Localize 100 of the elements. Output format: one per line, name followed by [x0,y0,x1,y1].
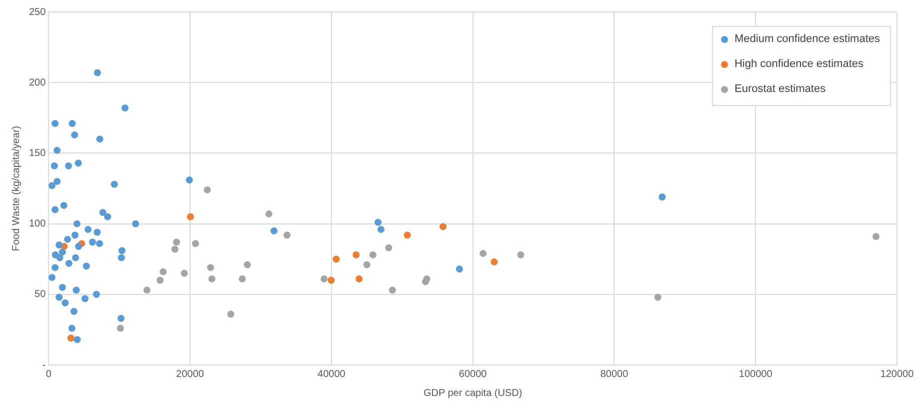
point [64,236,71,243]
point [82,295,89,302]
point [104,213,112,220]
point [54,178,61,185]
point [654,294,662,301]
point [244,261,251,268]
point [68,120,76,128]
point [67,334,74,342]
point [96,136,104,143]
point [356,275,363,282]
point [320,275,328,282]
point [456,265,463,272]
point [388,286,396,294]
point [75,242,82,250]
y-tick-label: 200 [28,77,46,88]
point [404,232,411,239]
point [54,146,61,154]
legend-label: Eurostat estimates [734,83,826,95]
point [238,275,246,282]
point [56,241,63,248]
point [52,264,59,272]
point [369,251,376,258]
point [480,250,487,257]
point [99,209,106,216]
point [872,233,880,240]
point [270,227,278,234]
point [422,278,429,286]
point [204,186,211,194]
point [84,226,92,233]
x-tick-label: 0 [46,368,52,380]
point [385,244,392,252]
point [208,275,216,282]
point [332,256,340,263]
y-tick-label: - [42,360,46,371]
x-tick-label: 60000 [458,368,488,380]
point [52,120,59,128]
point [52,206,59,214]
point [186,176,193,184]
point [118,254,125,262]
point [70,308,78,315]
point [440,223,447,230]
point [96,240,104,248]
point [118,247,126,254]
point [48,274,56,281]
y-tick-label: 150 [28,148,46,159]
point [156,276,164,284]
point [173,238,180,246]
x-axis-title: GDP per capita (USD) [423,388,522,399]
point [71,232,78,239]
point [72,286,80,294]
point [517,251,524,258]
point [658,193,666,200]
point [490,258,498,266]
point [56,254,64,262]
point [143,286,150,294]
point [62,299,69,306]
point [122,104,129,112]
point [227,310,234,318]
point [82,262,90,270]
point [73,220,80,228]
x-tick-label: 80000 [600,368,629,380]
y-tick-label: 250 [28,6,46,18]
x-tick-label: 40000 [318,368,346,380]
point [180,270,188,277]
point [92,290,100,298]
point [56,294,63,301]
point [186,213,194,220]
point [65,260,72,267]
y-axis-title: Food Waste (kg/capita/year) [10,126,22,252]
legend-label: High confidence estimates [734,58,864,70]
point [88,238,96,246]
point [60,202,68,209]
point [110,180,118,188]
point [207,264,214,272]
point [160,268,167,276]
point [94,69,101,76]
point [58,284,66,291]
point [374,218,382,226]
point [58,248,66,256]
point [72,254,80,262]
x-tick-label: 120000 [880,368,914,380]
point [132,220,140,228]
x-tick-label: 100000 [738,368,773,380]
x-tick-label: 20000 [176,368,204,380]
point [328,276,335,284]
y-tick-label: 100 [28,218,46,230]
point [171,246,178,253]
point [378,226,385,233]
point [94,228,101,236]
point [352,251,360,258]
point [118,314,125,322]
y-tick-label: 50 [34,289,46,300]
point [64,162,72,170]
point [71,131,78,138]
point [363,261,370,268]
point [74,336,81,344]
point [265,210,272,218]
point [50,162,58,170]
point [74,160,82,167]
point [116,324,124,332]
